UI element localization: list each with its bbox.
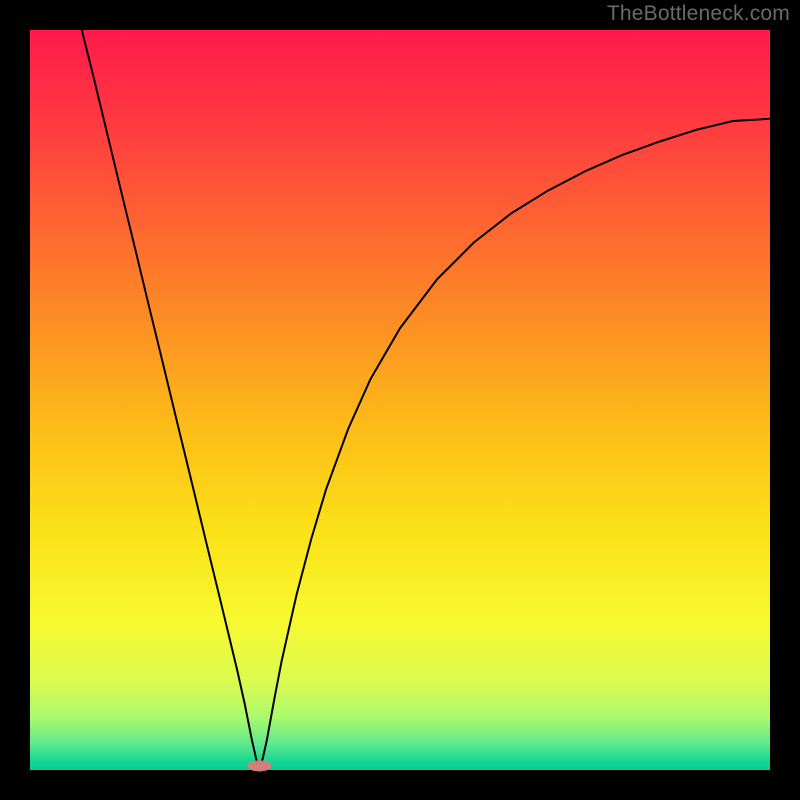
optimal-point-marker (248, 760, 272, 771)
bottleneck-chart (0, 0, 800, 800)
watermark-text: TheBottleneck.com (607, 2, 790, 26)
chart-container: TheBottleneck.com (0, 0, 800, 800)
